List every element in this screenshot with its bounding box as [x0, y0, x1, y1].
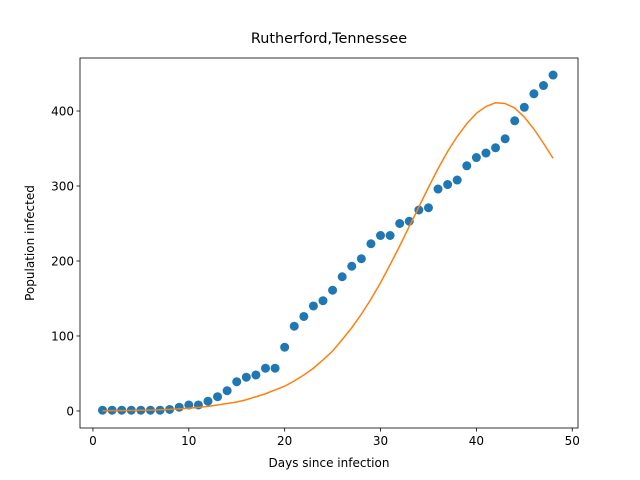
- scatter-point: [308, 301, 318, 311]
- scatter-point: [538, 81, 548, 91]
- scatter-point: [213, 392, 223, 402]
- scatter-point: [481, 148, 491, 158]
- fit-line: [102, 102, 554, 412]
- x-tick-label: 20: [277, 434, 292, 448]
- scatter-point: [510, 116, 520, 126]
- x-tick-label: 30: [373, 434, 388, 448]
- scatter-point: [260, 363, 270, 373]
- y-tick-label: 0: [66, 404, 74, 418]
- scatter-point: [433, 184, 443, 194]
- scatter-point: [184, 400, 194, 410]
- scatter-point: [222, 386, 232, 396]
- scatter-point: [232, 377, 242, 387]
- scatter-point: [462, 161, 472, 171]
- scatter-point: [366, 239, 376, 249]
- x-axis-label: Days since infection: [269, 456, 390, 470]
- scatter-point: [471, 153, 481, 163]
- scatter-point: [519, 102, 529, 112]
- scatter-point: [443, 180, 453, 190]
- scatter-point: [452, 175, 462, 185]
- scatter-point: [385, 231, 395, 241]
- y-tick-label: 300: [51, 180, 74, 194]
- x-tick-label: 50: [565, 434, 580, 448]
- scatter-point: [299, 311, 309, 321]
- scatter-point: [347, 261, 357, 271]
- scatter-point: [395, 219, 405, 229]
- scatter-point: [241, 372, 251, 382]
- scatter-point: [548, 70, 558, 80]
- x-tick-label: 10: [181, 434, 196, 448]
- y-axis-label: Population infected: [23, 185, 37, 301]
- scatter-point: [270, 363, 280, 373]
- scatter-point: [376, 231, 386, 241]
- x-tick-label: 40: [469, 434, 484, 448]
- scatter-point: [337, 272, 347, 282]
- plot-frame: [79, 57, 579, 429]
- scatter-point: [356, 254, 366, 264]
- y-tick-label: 200: [51, 254, 74, 268]
- scatter-point: [500, 134, 510, 144]
- y-tick-label: 400: [51, 105, 74, 119]
- scatter-point: [251, 370, 261, 380]
- scatter-point: [318, 296, 328, 306]
- scatter-point: [423, 203, 433, 213]
- scatter-point: [328, 285, 338, 295]
- x-tick-label: 0: [89, 434, 97, 448]
- scatter-point: [491, 143, 501, 153]
- scatter-point: [174, 402, 184, 412]
- scatter-point: [203, 396, 213, 406]
- scatter-point: [289, 321, 299, 331]
- scatter-point: [529, 89, 539, 99]
- chart-title: Rutherford,Tennessee: [251, 31, 407, 47]
- scatter-point: [280, 342, 290, 352]
- y-tick-label: 100: [51, 329, 74, 343]
